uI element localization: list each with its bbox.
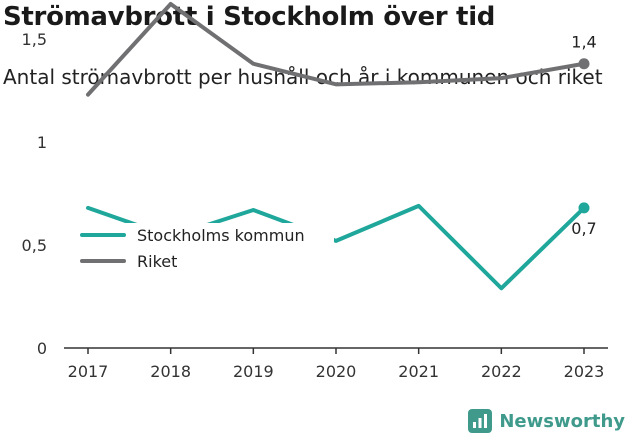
x-tick-label: 2022 [481, 362, 522, 381]
legend-label: Stockholms kommun [137, 226, 305, 245]
newsworthy-logo-icon [468, 409, 493, 433]
x-tick-label: 2023 [564, 362, 605, 381]
series-line-kommun [86, 203, 586, 291]
brand: Newsworthy [468, 409, 625, 433]
x-tick-label: 2018 [150, 362, 191, 381]
y-tick-label: 0,5 [22, 236, 47, 255]
series-end-label: 0,7 [571, 219, 596, 238]
series-end-label: 1,4 [571, 33, 596, 52]
series-end-marker [578, 58, 590, 70]
x-tick-label: 2020 [316, 362, 357, 381]
y-tick-label: 0 [37, 339, 47, 358]
x-tick-label: 2019 [233, 362, 274, 381]
chart-title: Strömavbrott i Stockholm över tid [3, 2, 496, 32]
series-end-marker [578, 202, 590, 214]
x-tick-label: 2017 [68, 362, 109, 381]
y-tick-label: 1,5 [22, 30, 47, 49]
y-tick-label: 1 [37, 133, 47, 152]
x-tick-label: 2021 [398, 362, 439, 381]
legend-label: Riket [137, 252, 177, 271]
series-line-riket [86, 1, 586, 97]
brand-name: Newsworthy [499, 410, 625, 432]
